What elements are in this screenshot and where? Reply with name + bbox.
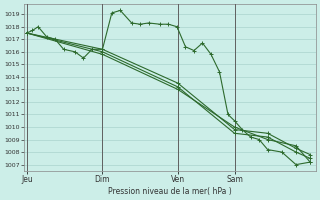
X-axis label: Pression niveau de la mer( hPa ): Pression niveau de la mer( hPa ) bbox=[108, 187, 232, 196]
